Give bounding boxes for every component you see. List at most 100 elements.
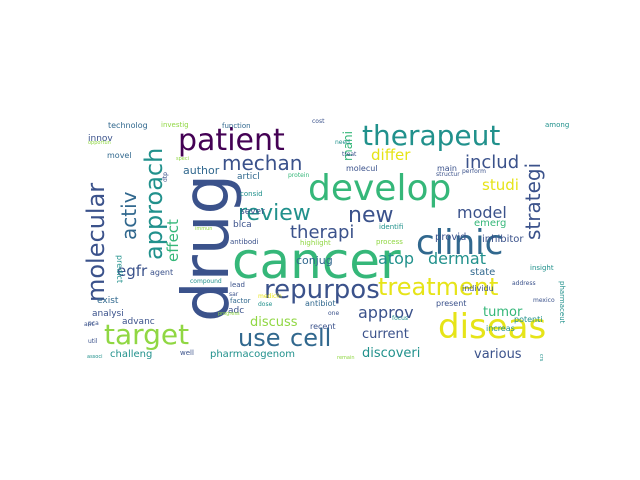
cloud-word-drug: drug <box>170 174 244 322</box>
cloud-word-approach: approach <box>140 148 168 260</box>
cloud-word-pharmacogenom: pharmacogenom <box>210 349 295 360</box>
cloud-word-anc: anc <box>84 321 95 328</box>
cloud-word-dose: dose <box>258 301 273 308</box>
cloud-word-individu: individu <box>462 284 494 293</box>
cloud-word-antibiot: antibiot <box>305 299 336 308</box>
cloud-word-discoveri: discoveri <box>362 346 420 361</box>
cloud-word-factor: factor <box>230 297 251 305</box>
cloud-word-investig: investig <box>161 121 189 129</box>
cloud-word-compound: compound <box>190 278 222 285</box>
cloud-word-focus: focus <box>392 315 408 322</box>
cloud-word-perform: perform <box>462 168 486 175</box>
cloud-word-current: current <box>362 327 409 342</box>
cloud-word-main: main <box>437 164 457 173</box>
cloud-word-atop: atop <box>378 249 414 268</box>
cloud-word-increas: increas <box>486 324 515 333</box>
cloud-word-emerg: emerg <box>474 218 506 229</box>
cloud-word-sever: sever <box>240 207 265 217</box>
cloud-word-author: author <box>183 164 220 177</box>
cloud-word-various: various <box>474 347 522 362</box>
cloud-word-insight: insight <box>530 264 554 272</box>
cloud-word-associ: associ <box>87 354 102 360</box>
cloud-word-function: function <box>222 122 251 130</box>
cloud-word-antibodi: antibodi <box>230 238 259 246</box>
cloud-word-conjug: conjug <box>296 254 333 267</box>
cloud-word-speci: speci <box>176 156 189 162</box>
cloud-word-molecul: molecul <box>346 164 378 173</box>
cloud-word-structur: structur <box>436 171 460 178</box>
cloud-word-cost: cost <box>312 118 325 125</box>
cloud-word-well: well <box>180 349 194 357</box>
cloud-word-repurpos: repurpos <box>264 275 380 305</box>
cloud-word-crs: crs <box>538 354 544 362</box>
cloud-word-model: model <box>457 203 507 222</box>
cloud-word-recent: recent <box>310 322 336 331</box>
cloud-word-agent: agent <box>150 268 173 277</box>
cloud-word-address: address <box>512 280 536 287</box>
cloud-word-consid: consid <box>240 190 263 198</box>
cloud-word-innov: innov <box>88 134 113 144</box>
cloud-word-sar: sar <box>229 291 239 298</box>
cloud-word-state: state <box>470 267 495 278</box>
cloud-word-provid: provid <box>435 232 466 243</box>
cloud-word-includ: includ <box>465 152 519 173</box>
cloud-word-util: util <box>88 338 98 345</box>
cloud-word-one: one <box>328 310 339 317</box>
cloud-word-mani: mani <box>341 131 355 161</box>
cloud-word-new: new <box>348 203 393 228</box>
cloud-word-patient: patient <box>178 123 285 158</box>
cloud-word-predict: predict <box>115 255 124 283</box>
cloud-word-mechan: mechan <box>222 151 302 175</box>
cloud-word-dtp: dtp <box>162 172 169 182</box>
cloud-word-pharmaceut: pharmaceut <box>558 281 566 324</box>
cloud-word-identifi: identifi <box>379 223 403 231</box>
cloud-word-analysi: analysi <box>92 309 124 319</box>
cloud-word-technolog: technolog <box>108 121 148 130</box>
cloud-word-tumor: tumor <box>483 305 523 320</box>
cloud-word-molecular: molecular <box>82 183 110 302</box>
cloud-word-target: target <box>104 318 189 351</box>
cloud-word-cell: cell <box>290 324 331 352</box>
cloud-word-exist: exist <box>97 296 119 306</box>
cloud-word-treat: treat <box>342 151 357 158</box>
cloud-word-blca: blca <box>233 220 252 230</box>
cloud-word-activ: activ <box>117 191 141 240</box>
cloud-word-advanc: advanc <box>122 317 155 327</box>
cloud-word-diseas: diseas <box>438 307 546 347</box>
cloud-word-mexico: mexico <box>533 297 555 304</box>
cloud-word-cancer: cancer <box>232 232 401 290</box>
cloud-word-dermat: dermat <box>428 249 486 268</box>
cloud-word-treatment: treatment <box>378 273 498 301</box>
cloud-word-develop: develop <box>308 168 451 209</box>
cloud-word-lead: lead <box>230 281 245 289</box>
cloud-word-therapi: therapi <box>290 222 354 243</box>
cloud-word-discuss: discuss <box>250 315 298 330</box>
cloud-word-adc: adc <box>228 306 244 316</box>
cloud-word-clinic: clinic <box>416 223 503 263</box>
cloud-word-differ: differ <box>371 146 411 164</box>
cloud-word-articl: articl <box>237 172 260 182</box>
cloud-word-highlight: highlight <box>300 239 331 247</box>
cloud-word-remain: remain <box>337 355 355 361</box>
cloud-word-among: among <box>545 121 569 129</box>
cloud-word-effect: effect <box>164 219 182 262</box>
cloud-word-review: review <box>238 201 311 226</box>
cloud-word-approv: approv <box>358 303 414 322</box>
cloud-word-challeng: challeng <box>110 349 152 360</box>
cloud-word-movel: movel <box>107 151 132 160</box>
cloud-word-progress: progress <box>218 311 240 317</box>
cloud-word-therapeut: therapeut <box>362 119 500 152</box>
cloud-word-opportun: opportun <box>88 140 111 146</box>
cloud-word-use: use <box>238 324 280 352</box>
cloud-word-present: present <box>436 299 466 308</box>
cloud-word-inhibitor: inhibitor <box>482 234 524 245</box>
cloud-word-studi: studi <box>482 176 519 194</box>
cloud-word-egfr: egfr <box>117 262 148 280</box>
cloud-word-potenti: potenti <box>514 315 542 324</box>
cloud-word-process: process <box>376 238 403 246</box>
cloud-word-need: need <box>335 139 350 146</box>
cloud-word-medicin: medicin <box>258 293 282 300</box>
cloud-word-immun: immun <box>195 226 212 232</box>
